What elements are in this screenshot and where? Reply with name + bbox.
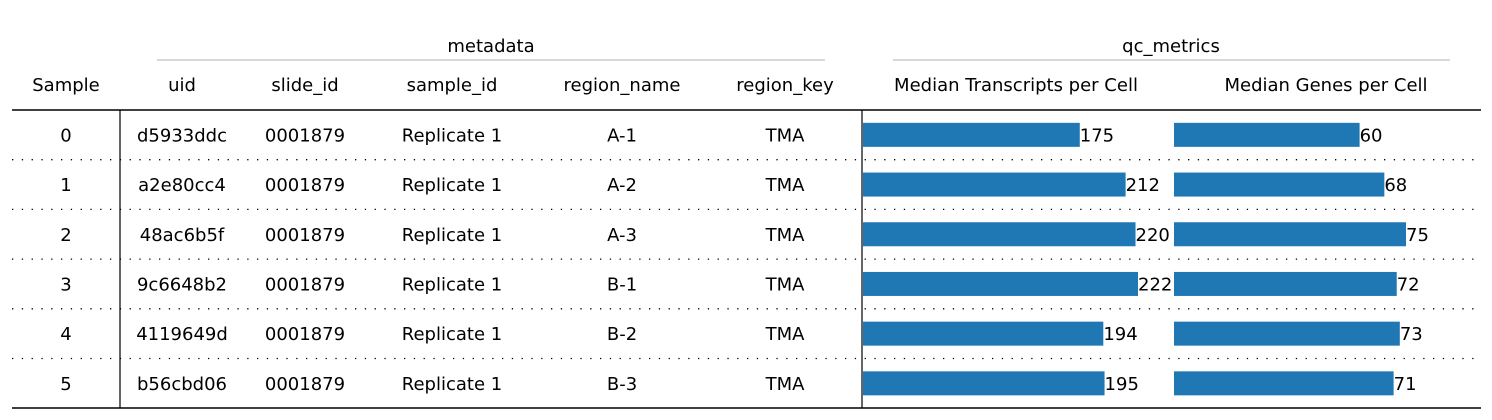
bar-transcripts: [863, 271, 1138, 296]
column-header-region-name: region_name: [564, 75, 681, 96]
cell-uid: a2e80cc4: [138, 175, 226, 196]
column-header-uid: uid: [168, 75, 196, 96]
table-body: 0 d5933ddc 0001879 Replicate 1 A-1 TMA 175 60 1 a…: [12, 122, 1481, 396]
bar-label-genes: 68: [1384, 175, 1407, 196]
column-header-sample-id: sample_id: [407, 75, 498, 96]
cell-sample: 5: [60, 374, 71, 395]
cell-slide-id: 0001879: [265, 175, 345, 196]
cell-sample-id: Replicate 1: [402, 225, 502, 246]
cell-region-name: B-3: [607, 374, 637, 395]
bar-transcripts: [863, 172, 1126, 197]
bar-genes: [1174, 271, 1397, 296]
bar-transcripts: [863, 122, 1080, 147]
bar-genes: [1174, 371, 1394, 396]
cell-uid: 9c6648b2: [137, 274, 227, 295]
cell-region-name: A-2: [607, 175, 637, 196]
cell-region-name: A-3: [607, 225, 637, 246]
bar-genes: [1174, 321, 1400, 346]
cell-region-name: A-1: [607, 125, 637, 146]
bar-label-genes: 71: [1394, 374, 1417, 395]
group-header-metadata: metadata: [447, 36, 534, 57]
cell-region-name: B-1: [607, 274, 637, 295]
cell-region-name: B-2: [607, 324, 637, 345]
cell-sample-id: Replicate 1: [402, 324, 502, 345]
cell-sample: 2: [60, 225, 71, 246]
cell-region-key: TMA: [765, 324, 806, 345]
cell-slide-id: 0001879: [265, 225, 345, 246]
bar-label-genes: 72: [1397, 274, 1420, 295]
cell-region-key: TMA: [765, 225, 806, 246]
bar-label-transcripts: 175: [1080, 125, 1114, 146]
bar-genes: [1174, 122, 1360, 147]
cell-slide-id: 0001879: [265, 274, 345, 295]
bar-label-genes: 73: [1400, 324, 1423, 345]
bar-label-transcripts: 194: [1103, 324, 1137, 345]
cell-sample: 4: [60, 324, 71, 345]
bar-label-genes: 75: [1406, 225, 1429, 246]
bar-label-transcripts: 195: [1105, 374, 1139, 395]
column-header-sample: Sample: [32, 75, 100, 96]
cell-sample-id: Replicate 1: [402, 274, 502, 295]
column-header-median-genes: Median Genes per Cell: [1224, 75, 1427, 96]
cell-region-key: TMA: [765, 274, 806, 295]
column-header-region-key: region_key: [736, 75, 834, 96]
cell-uid: d5933ddc: [137, 125, 227, 146]
cell-sample-id: Replicate 1: [402, 374, 502, 395]
cell-slide-id: 0001879: [265, 125, 345, 146]
cell-uid: b56cbd06: [137, 374, 227, 395]
cell-region-key: TMA: [765, 374, 806, 395]
column-header-median-transcripts: Median Transcripts per Cell: [894, 75, 1138, 96]
bar-label-transcripts: 222: [1138, 274, 1172, 295]
cell-uid: 4119649d: [136, 324, 228, 345]
bar-transcripts: [863, 321, 1104, 346]
cell-uid: 48ac6b5f: [140, 225, 225, 246]
cell-sample: 0: [60, 125, 71, 146]
bar-label-transcripts: 220: [1136, 225, 1170, 246]
cell-slide-id: 0001879: [265, 324, 345, 345]
bar-genes: [1174, 222, 1406, 247]
group-header-qc-metrics: qc_metrics: [1122, 36, 1220, 57]
cell-sample-id: Replicate 1: [402, 125, 502, 146]
cell-sample: 1: [60, 175, 71, 196]
bar-transcripts: [863, 371, 1105, 396]
bar-genes: [1174, 172, 1385, 197]
cell-sample-id: Replicate 1: [402, 175, 502, 196]
cell-slide-id: 0001879: [265, 374, 345, 395]
bar-label-genes: 60: [1360, 125, 1383, 146]
bar-label-transcripts: 212: [1126, 175, 1160, 196]
cell-region-key: TMA: [765, 125, 806, 146]
cell-sample: 3: [60, 274, 71, 295]
column-header-slide-id: slide_id: [271, 75, 338, 96]
bar-transcripts: [863, 222, 1136, 247]
cell-region-key: TMA: [765, 175, 806, 196]
